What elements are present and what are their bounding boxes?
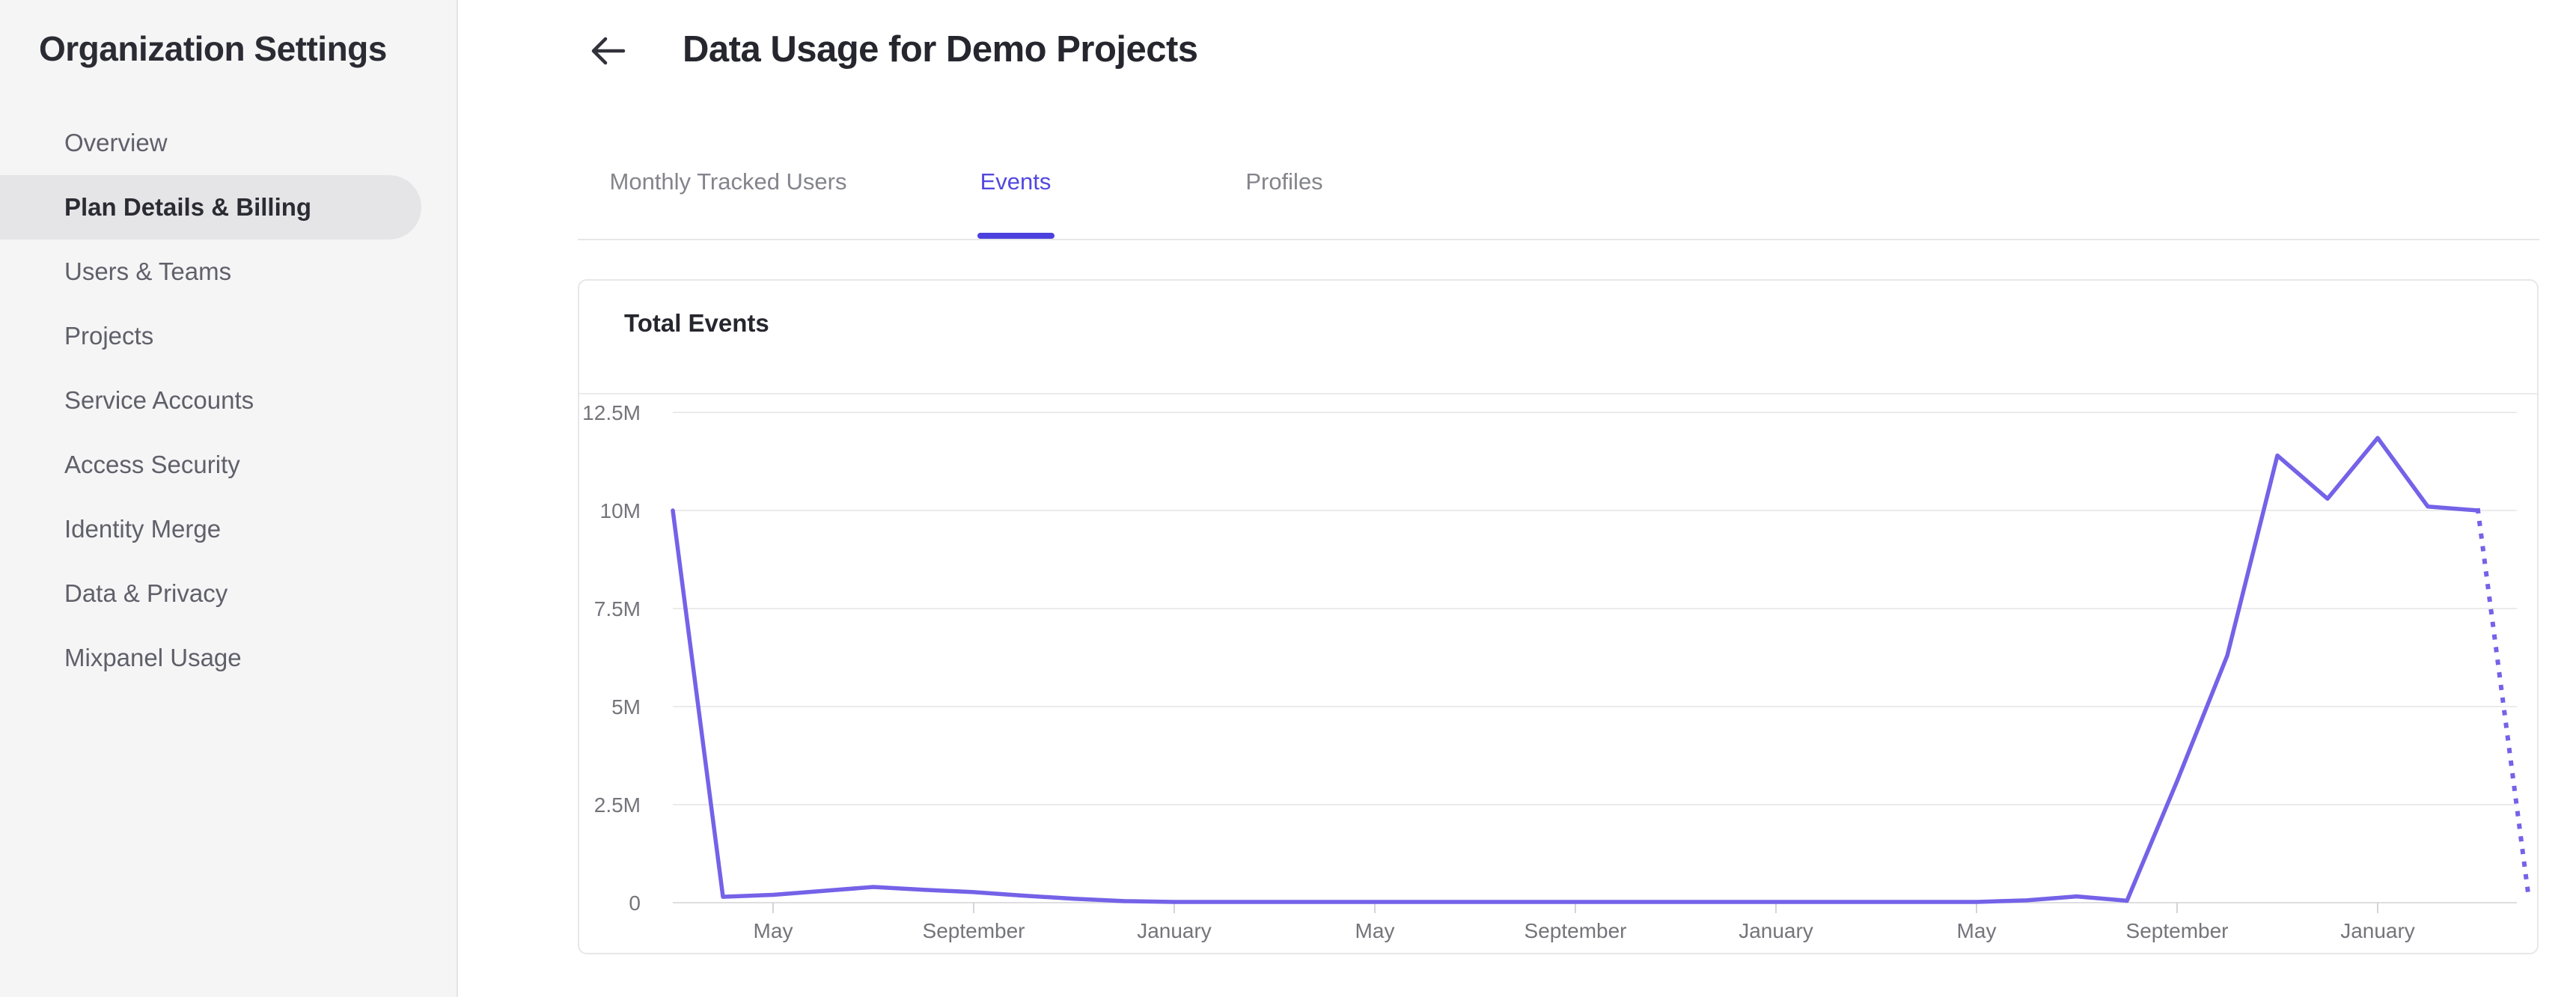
- y-tick-label: 5M: [611, 695, 641, 719]
- x-axis-labels: May September January May September January Ma…: [754, 919, 2415, 942]
- y-tick-label: 10M: [600, 499, 641, 522]
- card-header-divider: [579, 393, 2537, 394]
- x-tick-label: May: [754, 919, 793, 942]
- sidebar-item-service-accounts[interactable]: Service Accounts: [64, 386, 254, 414]
- events-line[interactable]: [671, 436, 2480, 904]
- sidebar-item-projects[interactable]: Projects: [64, 322, 154, 350]
- sidebar-item-identity-merge[interactable]: Identity Merge: [64, 515, 222, 543]
- tab-monthly-tracked-users[interactable]: Monthly Tracked Users: [609, 168, 847, 195]
- x-tick-label: September: [923, 919, 1025, 942]
- sidebar-item-overview[interactable]: Overview: [64, 129, 168, 156]
- sidebar-item-plan-details-billing[interactable]: Plan Details & Billing: [0, 175, 421, 240]
- sidebar-item-mixpanel-usage[interactable]: Mixpanel Usage: [64, 644, 242, 671]
- active-tab-underline: [977, 233, 1054, 239]
- page-title: Data Usage for Demo Projects: [683, 29, 1198, 70]
- x-tick-label: January: [1739, 919, 1813, 942]
- y-tick-label: 7.5M: [594, 597, 641, 621]
- y-tick-label: 0: [629, 891, 641, 915]
- total-events-card: Total Events: [578, 279, 2539, 954]
- sidebar-item-users-teams[interactable]: Users & Teams: [64, 257, 232, 285]
- tab-events[interactable]: Events: [980, 168, 1052, 195]
- back-button[interactable]: [588, 31, 627, 70]
- tab-profiles[interactable]: Profiles: [1245, 168, 1323, 195]
- y-tick-label: 12.5M: [582, 401, 641, 424]
- x-tick-label: September: [2126, 919, 2229, 942]
- x-tick-label: January: [2340, 919, 2415, 942]
- sidebar-title: Organization Settings: [39, 29, 387, 68]
- gridlines: [673, 412, 2517, 903]
- left-arrow-icon: [591, 37, 626, 65]
- card-title: Total Events: [624, 309, 769, 337]
- y-axis-labels: 0 2.5M 5M 7.5M 10M 12.5M: [582, 401, 641, 915]
- y-tick-label: 2.5M: [594, 793, 641, 817]
- events-line-projected-dotted[interactable]: [2475, 507, 2531, 896]
- x-tick-label: September: [1524, 919, 1627, 942]
- sidebar-item-access-security[interactable]: Access Security: [64, 451, 240, 478]
- x-axis-ticks: [772, 903, 2378, 913]
- tabs-divider: [578, 239, 2539, 240]
- x-tick-label: January: [1137, 919, 1212, 942]
- sidebar: Organization Settings Overview Plan Detai…: [0, 0, 458, 997]
- sidebar-item-data-privacy[interactable]: Data & Privacy: [64, 579, 228, 607]
- sidebar-items: Overview Plan Details & Billing Users & Te…: [0, 111, 457, 690]
- x-tick-label: May: [1355, 919, 1395, 942]
- x-tick-label: May: [1957, 919, 1997, 942]
